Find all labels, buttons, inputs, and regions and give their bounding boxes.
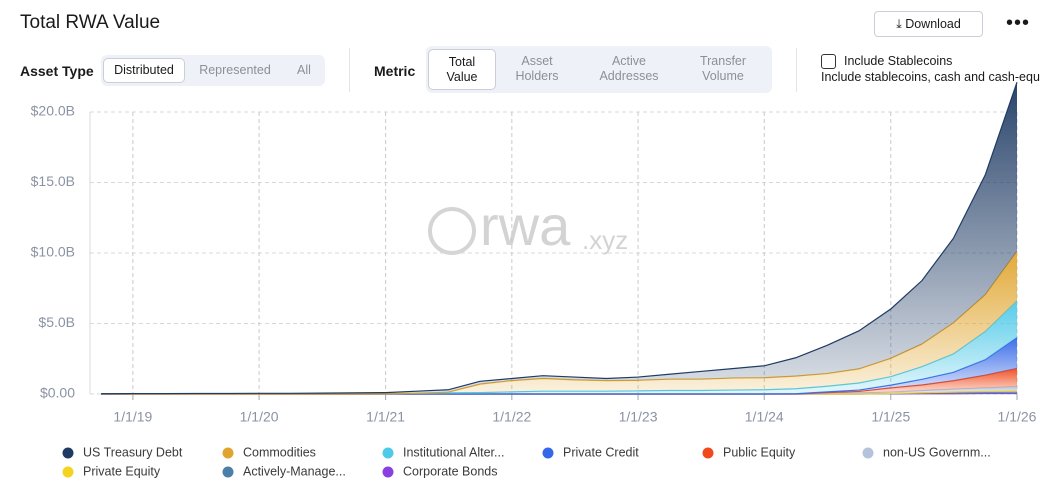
watermark-icon [428, 207, 476, 255]
more-menu[interactable]: ••• [1006, 12, 1031, 34]
option-line: Value [446, 70, 478, 84]
checkbox-label: Include Stablecoins [844, 54, 953, 68]
metric-label: Metric [374, 63, 416, 79]
option[interactable]: Total Value [428, 49, 496, 90]
checkbox-description: Include stablecoins, cash and cash-equ [821, 70, 1040, 84]
option[interactable]: Distributed [103, 58, 185, 83]
legend-swatch [862, 447, 874, 459]
metric-group: Total Value Asset Holders Active Addresses Tra… [426, 46, 772, 93]
x-tick-label: 1/1/19 [113, 409, 152, 425]
checkbox[interactable] [821, 54, 836, 69]
x-tick-label: 1/1/22 [492, 409, 531, 425]
legend-swatch [382, 447, 394, 459]
option[interactable]: All [297, 63, 311, 77]
asset-type-label: Asset Type [20, 63, 94, 79]
download-icon: ⤓ [896, 17, 906, 31]
option[interactable]: Asset Holders [502, 54, 572, 86]
option-line: Asset [521, 54, 553, 68]
legend-swatch [62, 466, 74, 478]
legend-swatch [222, 466, 234, 478]
option-line: Holders [515, 69, 559, 83]
option-line: Active [611, 54, 647, 68]
legend-label: Public Equity [723, 445, 796, 459]
download-button[interactable]: ⤓ Download [874, 11, 983, 37]
y-tick-label: $10.0B [31, 244, 75, 260]
title: Total RWA Value [20, 12, 161, 33]
legend-swatch [62, 447, 74, 459]
divider [796, 48, 797, 92]
legend-label: Commodities [243, 445, 316, 459]
watermark-suffix: .xyz [582, 225, 628, 255]
x-tick-label: 1/1/20 [240, 409, 279, 425]
x-tick-label: 1/1/21 [366, 409, 405, 425]
legend-label: Actively-Manage... [243, 464, 346, 478]
legend-swatch [542, 447, 554, 459]
option-line: Addresses [599, 69, 659, 83]
legend-label: non-US Governm... [883, 445, 991, 459]
legend-label: Private Credit [563, 445, 639, 459]
legend-label: Private Equity [83, 464, 161, 478]
divider [349, 48, 350, 92]
option[interactable]: Represented [199, 63, 271, 77]
y-tick-label: $0.00 [40, 385, 75, 401]
download-label: Download [905, 17, 961, 31]
x-tick-label: 1/1/25 [871, 409, 910, 425]
legend-swatch [222, 447, 234, 459]
watermark: rwa [480, 194, 571, 257]
area-edge [101, 82, 1018, 395]
legend-swatch [382, 466, 394, 478]
x-tick-label: 1/1/23 [619, 409, 658, 425]
legend-label: Institutional Alter... [403, 445, 504, 459]
option-line: Volume [702, 69, 744, 83]
y-tick-label: $5.0B [38, 314, 75, 330]
y-tick-label: $15.0B [31, 173, 75, 189]
option[interactable]: Transfer Volume [680, 54, 766, 86]
option[interactable]: Active Addresses [586, 54, 672, 86]
y-tick-label: $20.0B [31, 103, 75, 119]
legend-label: Corporate Bonds [403, 464, 498, 478]
legend-label: US Treasury Debt [83, 445, 183, 459]
option-line: Transfer [699, 54, 747, 68]
x-tick-label: 1/1/24 [745, 409, 784, 425]
legend-swatch [702, 447, 714, 459]
asset-type-group: Distributed Represented All [101, 55, 325, 86]
option-line: Total [448, 55, 476, 69]
x-tick-label: 1/1/26 [998, 409, 1037, 425]
